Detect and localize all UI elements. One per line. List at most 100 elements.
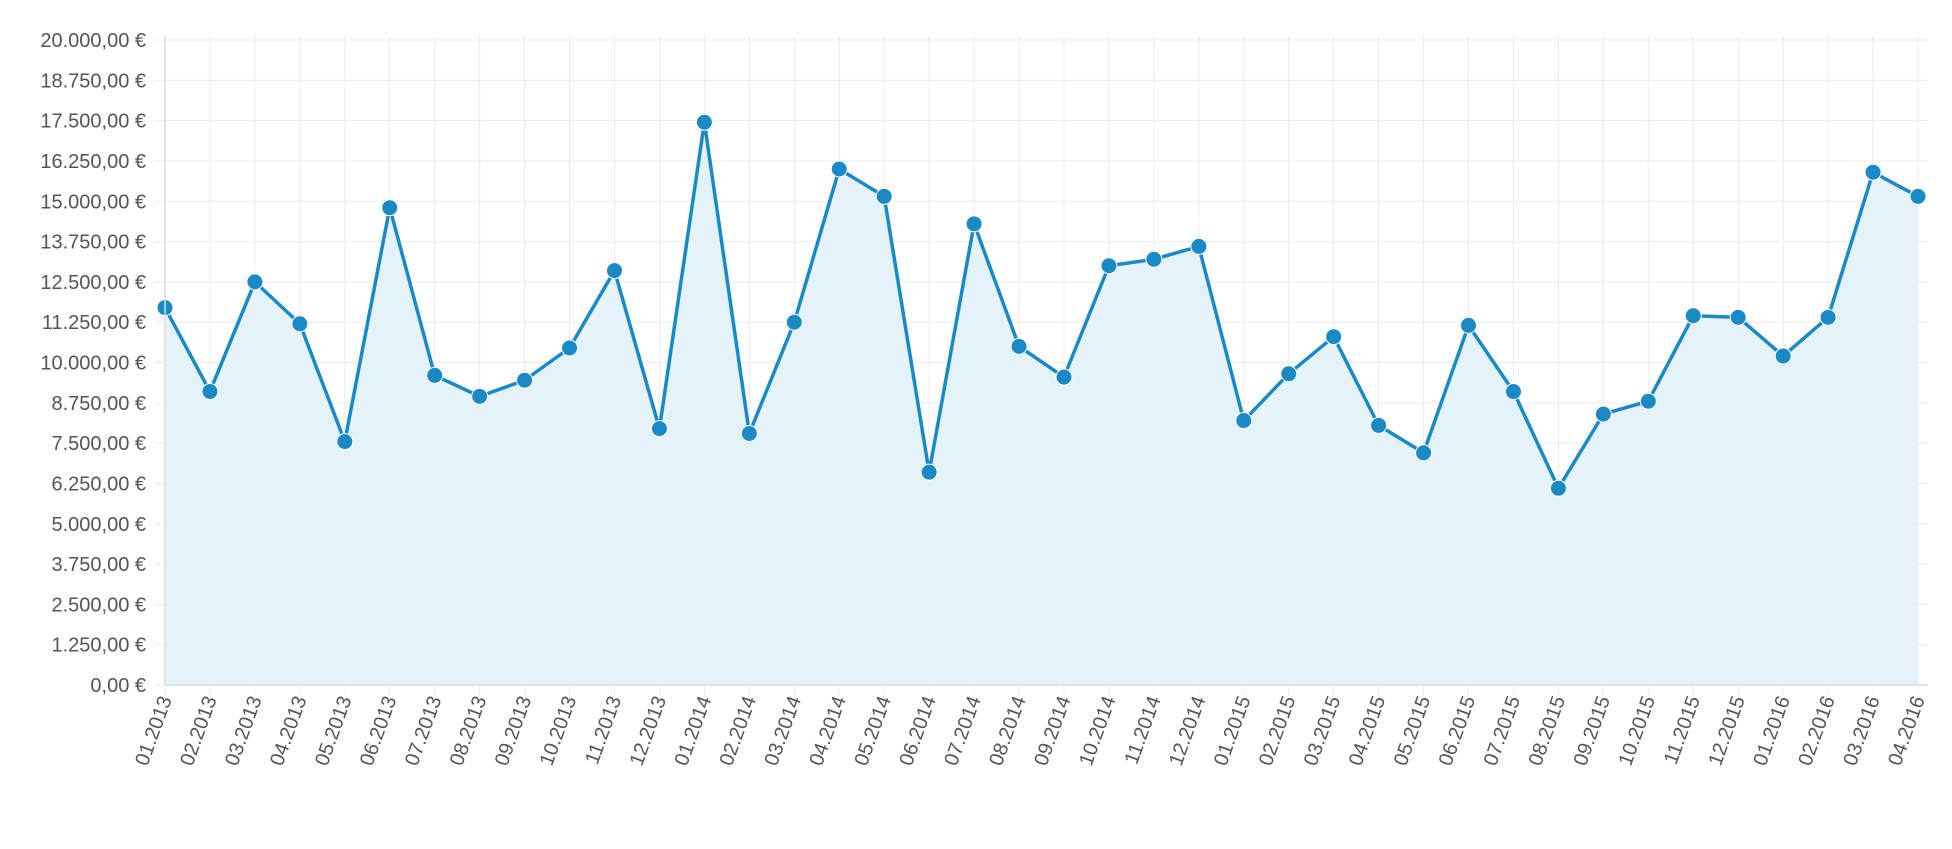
data-point[interactable] [1594,405,1612,423]
y-tick-label: 15.000,00 € [40,191,146,213]
data-point[interactable] [516,371,534,389]
data-point[interactable] [1684,307,1702,325]
x-tick-label: 03.2016 [1839,693,1884,768]
y-tick-label: 18.750,00 € [40,70,146,92]
x-tick-label: 12.2015 [1705,693,1750,768]
data-point[interactable] [426,366,444,384]
data-point[interactable] [1460,316,1478,334]
x-tick-label: 02.2016 [1794,693,1839,768]
data-point[interactable] [830,160,848,178]
data-point[interactable] [920,463,938,481]
x-tick-label: 07.2014 [940,693,985,768]
y-tick-label: 0,00 € [90,675,146,697]
x-tick-label: 09.2013 [491,693,536,768]
data-point[interactable] [875,187,893,205]
data-point[interactable] [336,433,354,451]
x-tick-label: 01.2015 [1210,693,1255,768]
data-point[interactable] [1549,479,1567,497]
area-fill-layer [165,122,1918,686]
x-tick-label: 08.2014 [985,693,1030,768]
x-tick-label: 06.2013 [356,693,401,768]
data-point[interactable] [695,113,713,131]
x-tick-label: 12.2013 [626,693,671,768]
data-point[interactable] [1190,237,1208,255]
series-area-fill [165,122,1918,686]
x-tick-label: 12.2014 [1165,693,1210,768]
data-point[interactable] [291,315,309,333]
data-point[interactable] [1010,337,1028,355]
x-tick-label: 01.2014 [671,693,716,768]
x-tick-label: 11.2015 [1660,693,1705,767]
data-point[interactable] [246,273,264,291]
series-line [163,120,1920,491]
data-point[interactable] [740,424,758,442]
data-point[interactable] [1370,416,1388,434]
x-tick-label: 06.2015 [1435,693,1480,768]
data-point[interactable] [1909,187,1927,205]
y-tick-label: 6.250,00 € [51,473,146,495]
data-point[interactable] [561,339,579,357]
data-point[interactable] [1504,383,1522,401]
x-tick-label: 10.2015 [1615,693,1660,768]
data-point[interactable] [471,387,489,405]
x-tick-label: 03.2013 [221,693,266,768]
x-tick-label: 02.2014 [716,693,761,768]
y-tick-label: 5.000,00 € [51,514,146,536]
x-tick-label: 05.2013 [311,693,356,768]
x-tick-label: 06.2014 [895,693,940,768]
data-point[interactable] [1864,163,1882,181]
data-point[interactable] [381,199,399,217]
y-tick-label: 10.000,00 € [40,353,146,375]
y-axis: 0,00 € 1.250,00 € 2.500,00 € 3.750,00 € 5.00… [40,30,166,697]
x-axis: 01.2013 02.2013 03.2013 04.2013 05.2013 06.20… [131,684,1930,769]
data-point[interactable] [1145,250,1163,268]
x-tick-label: 09.2014 [1030,693,1075,768]
x-tick-label: 11.2013 [581,693,626,767]
data-point[interactable] [1639,392,1657,410]
x-tick-label: 04.2015 [1345,693,1390,768]
x-tick-label: 04.2016 [1884,693,1929,768]
y-tick-label: 11.250,00 € [42,312,146,334]
data-points-layer [156,113,1927,497]
x-tick-label: 10.2014 [1075,693,1120,768]
x-tick-label: 10.2013 [536,693,581,768]
x-tick-label: 09.2015 [1570,693,1615,768]
y-tick-label: 8.750,00 € [51,393,146,415]
x-tick-label: 01.2013 [131,693,176,768]
data-point[interactable] [1415,444,1433,462]
data-point[interactable] [1729,308,1747,326]
y-tick-label: 2.500,00 € [51,594,146,616]
y-tick-label: 3.750,00 € [51,554,146,576]
x-tick-label: 02.2015 [1255,693,1300,768]
x-tick-label: 07.2013 [401,693,446,768]
data-point[interactable] [1774,347,1792,365]
y-tick-label: 16.250,00 € [40,151,146,173]
x-tick-label: 05.2015 [1390,693,1435,768]
data-point[interactable] [1819,308,1837,326]
data-point[interactable] [1235,412,1253,430]
x-tick-label: 02.2013 [176,693,221,768]
y-tick-label: 17.500,00 € [40,111,146,133]
data-point[interactable] [1055,368,1073,386]
y-tick-label: 1.250,00 € [51,635,146,657]
y-tick-label: 12.500,00 € [40,272,146,294]
data-point[interactable] [605,262,623,280]
data-point[interactable] [1325,328,1343,346]
x-tick-label: 04.2013 [266,693,311,768]
x-tick-label: 11.2014 [1121,693,1166,767]
data-point[interactable] [785,313,803,331]
data-point[interactable] [201,383,219,401]
y-tick-label: 20.000,00 € [40,30,146,52]
x-tick-label: 03.2015 [1300,693,1345,768]
x-tick-label: 08.2015 [1525,693,1570,768]
x-tick-label: 08.2013 [446,693,491,768]
data-point[interactable] [965,215,983,233]
data-point[interactable] [650,420,668,438]
series-line-layer [163,120,1920,491]
x-tick-label: 07.2015 [1480,693,1525,768]
data-point[interactable] [1280,365,1298,383]
x-tick-label: 03.2014 [761,693,806,768]
data-point[interactable] [1100,257,1118,275]
